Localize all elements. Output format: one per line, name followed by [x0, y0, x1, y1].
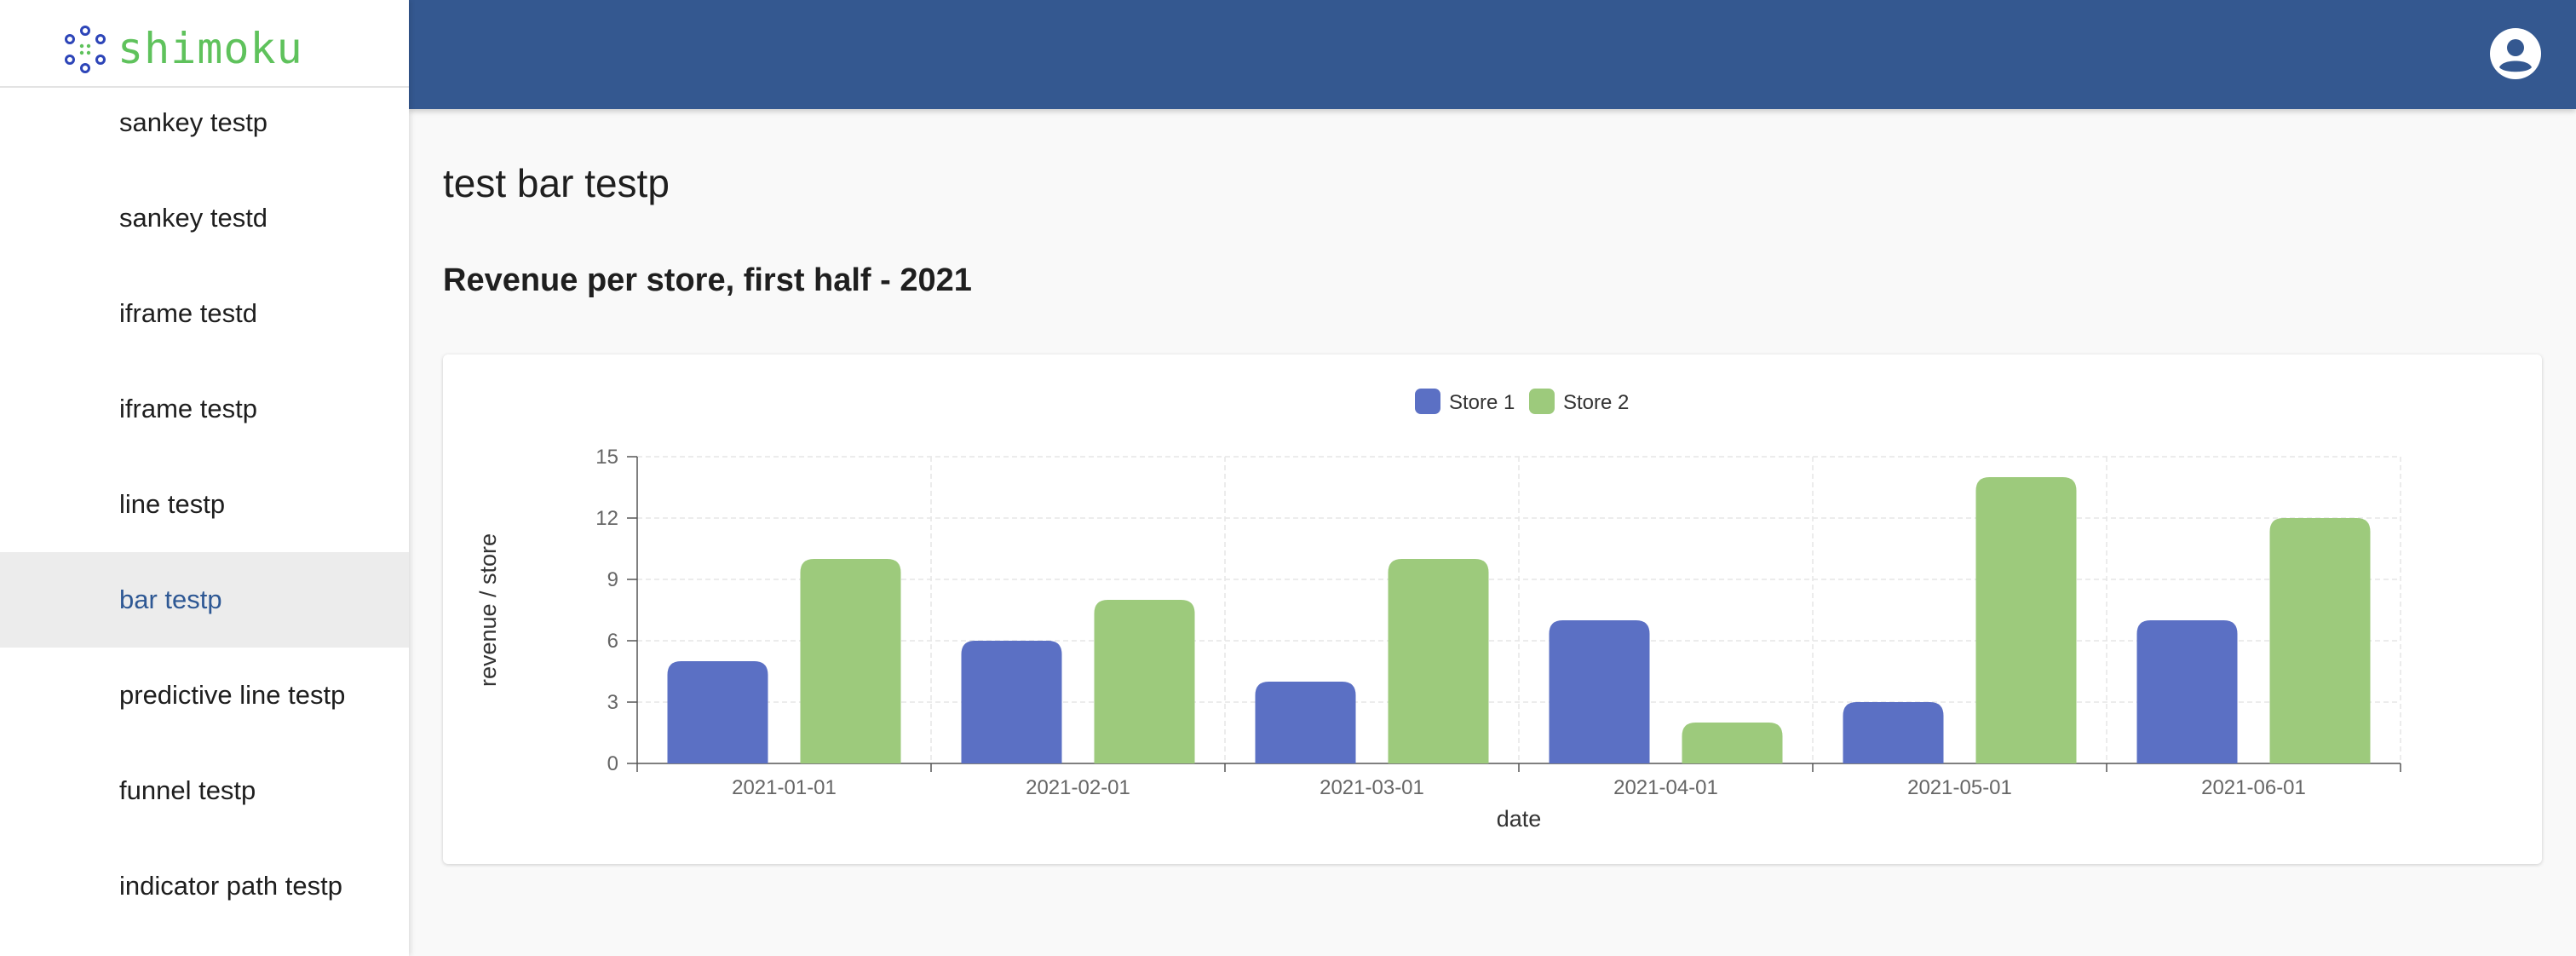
page-title: test bar testp	[443, 161, 670, 205]
bar[interactable]	[667, 661, 768, 763]
sidebar-item-label: iframe testp	[119, 394, 257, 423]
shimoku-logo-icon	[65, 26, 106, 73]
x-tick-label: 2021-03-01	[1320, 776, 1424, 799]
bar-chart: 0 3 6 9 12 15 2021-01-01 2021-02-01 2021-03-01 20…	[475, 389, 2401, 832]
x-tick-label: 2021-01-01	[732, 776, 837, 799]
sidebar-item-label: sankey testp	[119, 107, 268, 137]
top-app-bar	[409, 0, 2576, 109]
sidebar-item-indicator-path-testp[interactable]: indicator path testp	[0, 838, 409, 934]
sidebar-item-iframe-testp[interactable]: iframe testp	[0, 361, 409, 457]
x-axis-title: date	[1497, 806, 1542, 832]
sidebar-nav: sankey testp sankey testd iframe testd i…	[0, 75, 409, 934]
logo[interactable]: shimoku	[0, 0, 409, 88]
legend-label[interactable]: Store 2	[1563, 391, 1629, 414]
x-tick-label: 2021-06-01	[2201, 776, 2306, 799]
sidebar-item-funnel-testp[interactable]: funnel testp	[0, 743, 409, 838]
bar[interactable]	[800, 559, 901, 763]
sidebar-item-label: predictive line testp	[119, 680, 346, 710]
sidebar-item-line-testp[interactable]: line testp	[0, 457, 409, 552]
bar[interactable]	[1549, 620, 1650, 763]
legend-swatch[interactable]	[1415, 389, 1440, 414]
legend-label[interactable]: Store 1	[1449, 391, 1515, 414]
x-tick-label: 2021-05-01	[1907, 776, 2012, 799]
sidebar-item-sankey-testd[interactable]: sankey testd	[0, 170, 409, 266]
bar[interactable]	[1682, 723, 1783, 763]
chart-card: 0 3 6 9 12 15 2021-01-01 2021-02-01 2021-03-01 20…	[443, 354, 2542, 864]
y-tick-label: 6	[607, 630, 618, 653]
y-tick-label: 0	[607, 752, 618, 775]
sidebar-item-label: funnel testp	[119, 775, 256, 805]
chart-title: Revenue per store, first half - 2021	[443, 262, 972, 298]
sidebar-item-sankey-testp[interactable]: sankey testp	[0, 75, 409, 170]
bar[interactable]	[1094, 600, 1195, 763]
bar[interactable]	[961, 641, 1062, 763]
brand-name: shimoku	[118, 24, 303, 73]
y-tick-label: 9	[607, 568, 618, 591]
y-axis-title: revenue / store	[475, 533, 501, 687]
x-tick-label: 2021-04-01	[1613, 776, 1718, 799]
x-tick-label: 2021-02-01	[1026, 776, 1130, 799]
account-circle-icon[interactable]	[2489, 27, 2542, 80]
bar[interactable]	[1388, 559, 1489, 763]
sidebar-item-label: line testp	[119, 489, 226, 519]
sidebar: shimoku sankey testp sankey testd iframe…	[0, 0, 409, 956]
sidebar-item-label: sankey testd	[119, 203, 268, 233]
y-tick-label: 3	[607, 691, 618, 714]
sidebar-item-bar-testp[interactable]: bar testp	[0, 552, 409, 648]
y-tick-label: 15	[595, 446, 618, 469]
y-tick-label: 12	[595, 507, 618, 530]
bar[interactable]	[2269, 518, 2371, 763]
sidebar-item-label: iframe testd	[119, 298, 257, 328]
bar[interactable]	[1975, 477, 2077, 763]
sidebar-item-iframe-testd[interactable]: iframe testd	[0, 266, 409, 361]
bar[interactable]	[1843, 702, 1944, 763]
legend-swatch[interactable]	[1529, 389, 1555, 414]
bar[interactable]	[1255, 682, 1356, 763]
sidebar-item-label: indicator path testp	[119, 871, 342, 901]
bar[interactable]	[2136, 620, 2238, 763]
sidebar-item-label: bar testp	[119, 585, 222, 614]
sidebar-item-predictive-line-testp[interactable]: predictive line testp	[0, 648, 409, 743]
